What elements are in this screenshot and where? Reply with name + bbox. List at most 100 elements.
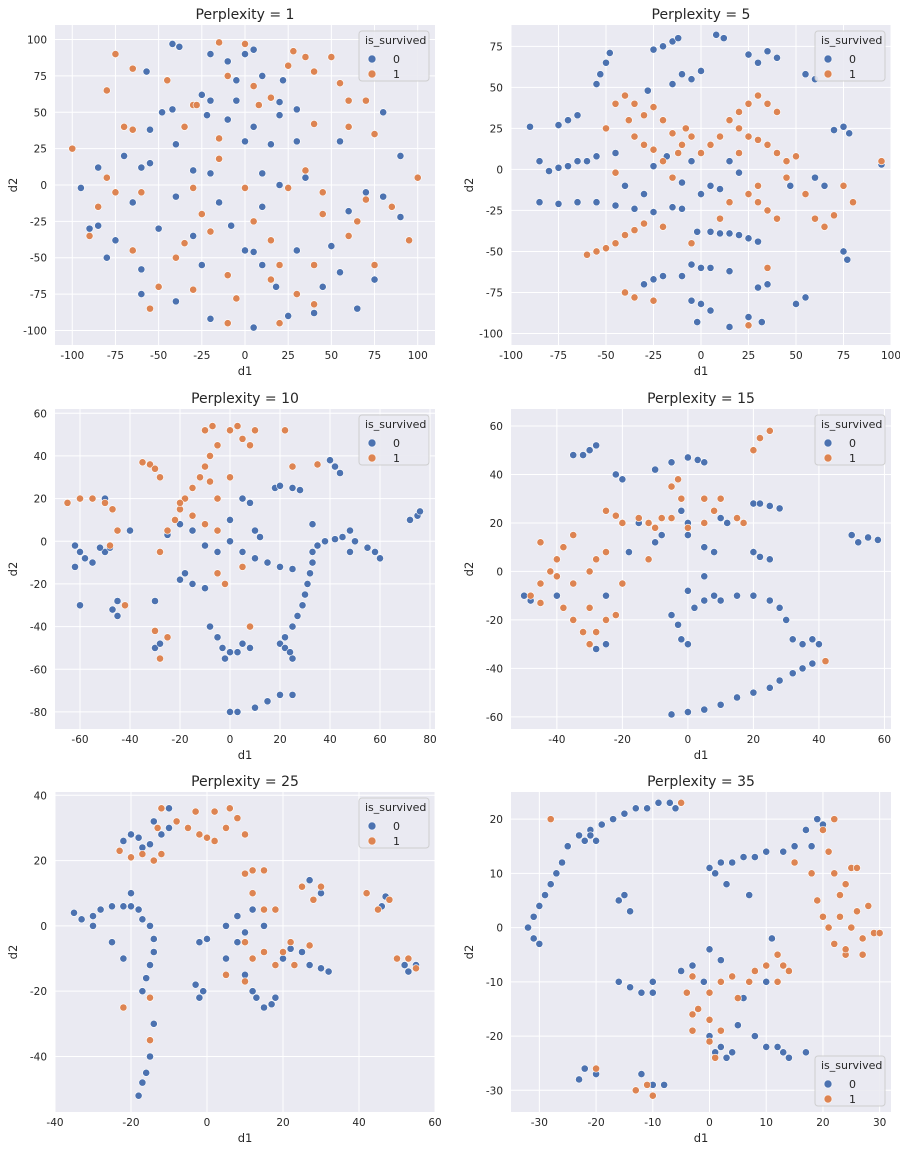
x-axis-label: d1: [694, 1131, 709, 1145]
data-point-class-0: [101, 548, 109, 556]
data-point-class-0: [256, 533, 264, 541]
data-point-class-0: [637, 1070, 646, 1078]
data-point-class-1: [648, 1091, 657, 1100]
data-point-class-1: [602, 506, 610, 515]
data-point-class-0: [649, 275, 658, 284]
data-point-class-1: [206, 452, 214, 460]
data-point-class-0: [267, 140, 275, 149]
data-point-class-1: [836, 912, 844, 921]
data-point-class-1: [221, 580, 229, 588]
data-point-class-1: [180, 239, 189, 248]
data-point-class-1: [286, 938, 295, 947]
data-point-class-0: [592, 441, 601, 450]
data-point-class-0: [725, 323, 734, 331]
y-tick-label: -10: [486, 977, 503, 989]
y-axis-label: d2: [462, 945, 476, 960]
data-point-class-0: [699, 977, 708, 986]
data-point-class-1: [657, 514, 666, 522]
data-point-class-1: [362, 889, 371, 898]
data-point-class-0: [176, 520, 184, 529]
x-tick-label: -100: [499, 350, 523, 362]
data-point-class-0: [626, 907, 635, 916]
y-axis-label: d2: [6, 945, 20, 960]
data-point-class-0: [668, 80, 677, 88]
x-tick-label: 0: [227, 734, 234, 746]
data-point-class-0: [779, 847, 788, 856]
data-point-class-0: [596, 70, 605, 79]
chart-panel: -30 -20 -10 0 10 20 30-30-20-1001020Perplexity…: [462, 774, 891, 1145]
data-point-class-0: [802, 826, 810, 834]
data-point-class-0: [765, 502, 774, 510]
y-tick-label: 10: [490, 868, 503, 880]
data-point-class-1: [63, 498, 72, 507]
data-point-class-1: [677, 494, 686, 503]
x-tick-label: 40: [352, 1117, 365, 1129]
data-point-class-0: [798, 640, 807, 649]
y-tick-label: 20: [490, 518, 503, 530]
data-point-class-0: [215, 198, 223, 207]
data-point-class-1: [184, 824, 192, 832]
data-point-class-0: [592, 152, 601, 161]
data-point-class-0: [276, 639, 284, 648]
data-point-class-0: [249, 323, 258, 332]
data-point-class-0: [81, 554, 89, 563]
x-tick-label: 25: [742, 350, 755, 362]
legend-marker: [367, 836, 377, 846]
data-point-class-1: [238, 562, 247, 571]
data-point-class-0: [630, 204, 639, 213]
data-point-class-0: [716, 596, 725, 605]
data-point-class-1: [649, 145, 658, 154]
data-point-class-0: [839, 247, 848, 256]
data-point-class-1: [267, 236, 275, 245]
y-tick-label: 0: [496, 566, 503, 578]
data-point-class-1: [744, 321, 753, 330]
data-point-class-0: [749, 688, 758, 697]
data-point-class-0: [127, 889, 135, 898]
data-point-class-0: [251, 526, 259, 535]
data-point-class-0: [271, 993, 280, 1002]
data-point-class-0: [705, 864, 714, 872]
data-point-class-0: [327, 242, 336, 250]
data-point-class-0: [716, 858, 725, 867]
data-point-class-1: [215, 38, 223, 47]
data-point-class-1: [830, 211, 838, 220]
data-point-class-0: [241, 137, 249, 146]
data-point-class-1: [119, 1003, 128, 1012]
data-point-class-1: [807, 869, 816, 878]
data-point-class-1: [725, 198, 734, 207]
data-point-class-1: [275, 319, 284, 328]
data-point-class-0: [649, 162, 658, 171]
data-point-class-0: [609, 815, 617, 824]
x-tick-label: 0: [698, 350, 705, 362]
data-point-class-1: [127, 853, 135, 862]
x-tick-label: -40: [46, 1117, 63, 1129]
data-point-class-1: [688, 972, 697, 981]
data-point-class-1: [206, 477, 214, 486]
data-point-class-1: [716, 1026, 725, 1035]
chart-panel: -100 -75 -50 -25 0 25 50 75 100 -100 -75 -50 -25 0 25 5…: [6, 7, 435, 378]
data-point-class-1: [782, 157, 791, 166]
data-point-class-0: [142, 67, 151, 76]
data-point-class-1: [858, 950, 867, 959]
data-point-class-0: [535, 939, 544, 948]
data-point-class-0: [292, 137, 301, 146]
data-point-class-0: [677, 967, 686, 975]
data-point-class-1: [756, 434, 764, 442]
data-point-class-0: [733, 693, 741, 702]
data-point-class-0: [687, 260, 696, 269]
data-point-class-0: [119, 954, 128, 963]
legend-marker: [367, 821, 377, 831]
data-point-class-0: [605, 48, 614, 57]
data-point-class-0: [763, 280, 772, 289]
chart-panel: -40 -20 0 20 40 60 -60 -40 -20 0 20 40 60 Perplexity …: [462, 391, 891, 762]
data-point-class-0: [176, 575, 184, 584]
data-point-class-1: [681, 124, 690, 133]
data-point-class-1: [201, 426, 209, 435]
data-point-class-0: [745, 891, 754, 899]
data-point-class-1: [687, 132, 696, 141]
data-point-class-1: [233, 422, 242, 430]
data-point-class-0: [592, 645, 601, 653]
data-point-class-0: [206, 622, 214, 631]
x-tick-label: 60: [428, 1117, 441, 1129]
data-point-class-0: [404, 967, 413, 976]
